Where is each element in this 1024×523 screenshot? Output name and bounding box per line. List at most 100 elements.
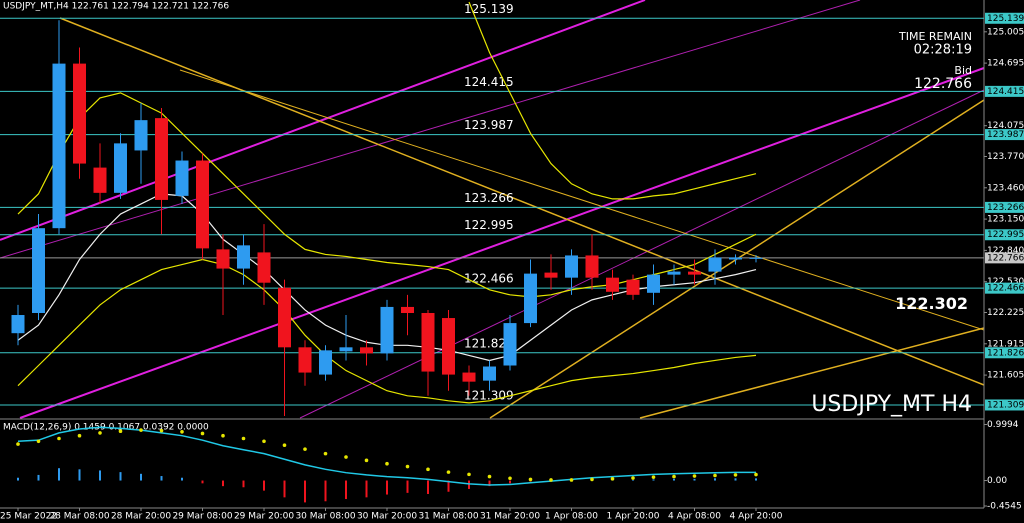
level-price-box	[985, 201, 1024, 213]
candle-body	[237, 245, 250, 269]
signal-dot	[118, 429, 123, 434]
level-price-box	[985, 399, 1024, 411]
x-tick-label: 1 Apr 20:00	[607, 512, 660, 522]
histogram-bar	[181, 477, 183, 481]
candle-body	[442, 318, 455, 375]
signal-dot	[610, 477, 615, 481]
signal-dot	[733, 473, 738, 477]
y-tick-label: -0.4545	[987, 502, 1022, 512]
signal-dot	[159, 428, 164, 433]
histogram-bar	[160, 476, 163, 481]
x-tick-label: 4 Apr 20:00	[730, 512, 783, 522]
y-tick-label: 0.9994	[987, 420, 1019, 430]
signal-dot	[241, 436, 246, 441]
candle-body	[175, 160, 189, 196]
signal-dot	[528, 477, 533, 482]
y-tick-label: 122.225	[987, 308, 1024, 318]
histogram-bar	[283, 480, 286, 498]
x-tick-label: 4 Apr 08:00	[668, 512, 721, 522]
watermark: USDJPY_MT H4	[811, 392, 972, 417]
candle-body	[483, 366, 496, 381]
candle-body	[11, 315, 25, 334]
histogram-bar	[427, 480, 429, 494]
candle-body	[380, 306, 394, 354]
candle-body	[155, 118, 168, 200]
y-tick-label: 125.005	[987, 27, 1024, 37]
bid-price-box	[985, 252, 1024, 264]
signal-dot	[200, 431, 205, 436]
x-tick-label: 30 Mar 08:00	[295, 512, 355, 522]
level-price-label: 124.415	[987, 87, 1024, 97]
histogram-bar	[222, 480, 224, 487]
histogram-bar	[714, 478, 716, 481]
indicator-line	[17, 258, 757, 404]
signal-dot	[323, 451, 328, 456]
signal-dot	[364, 458, 369, 463]
level-label: 124.415	[464, 75, 514, 89]
histogram-bar	[324, 480, 327, 502]
histogram-bar	[447, 480, 450, 492]
x-tick-label: 31 Mar 20:00	[480, 512, 540, 522]
signal-dot	[282, 443, 287, 448]
candle-body	[708, 257, 722, 272]
y-tick-label: 124.695	[987, 59, 1024, 69]
level-price-label: 122.466	[987, 284, 1024, 294]
level-price-box	[985, 12, 1024, 24]
signal-dot	[221, 433, 225, 438]
y-tick-label: 0.00	[987, 476, 1007, 486]
histogram-bar	[488, 480, 491, 487]
y-tick-label: 121.605	[987, 371, 1024, 381]
candle-body	[278, 287, 291, 348]
signal-dot	[36, 439, 41, 444]
histogram-bar	[693, 478, 696, 481]
bid-price-label: 122.766	[987, 253, 1024, 263]
trend-line	[639, 327, 985, 419]
signal-dot	[672, 474, 676, 479]
signal-dot	[98, 431, 102, 435]
signal-dot	[344, 455, 348, 459]
histogram-bar	[37, 474, 40, 481]
candle-body	[93, 167, 107, 193]
candle-body	[729, 257, 742, 260]
candle-body	[565, 255, 578, 278]
trend-line	[179, 69, 985, 331]
candle-body	[216, 249, 230, 269]
histogram-bar	[119, 472, 122, 481]
x-tick-label: 28 Mar 20:00	[111, 512, 171, 522]
y-tick-label: 121.915	[987, 339, 1024, 349]
histogram-bar	[140, 473, 142, 481]
histogram-bar	[58, 468, 60, 481]
level-label: 122.466	[464, 272, 514, 286]
candle-body	[32, 228, 45, 313]
candle-body	[749, 257, 763, 259]
candle-body	[360, 347, 373, 354]
level-price-label: 123.987	[987, 130, 1024, 140]
y-tick-label: 124.075	[987, 121, 1024, 131]
candle-body	[647, 274, 660, 293]
histogram-bar	[468, 480, 470, 489]
x-tick-label: 1 Apr 08:00	[545, 512, 598, 522]
candle-body	[544, 272, 558, 278]
trend-line	[0, 0, 861, 259]
level-price-label: 123.266	[987, 203, 1024, 213]
trend-line	[19, 67, 985, 419]
histogram-bar	[406, 480, 409, 493]
histogram-bar	[365, 480, 368, 498]
level-price-label: 122.995	[987, 230, 1024, 240]
candle-body	[462, 372, 476, 382]
candle-body	[298, 347, 312, 373]
trend-lines	[0, 0, 985, 419]
histogram-bar	[78, 469, 81, 481]
level-label: 122.995	[464, 218, 514, 232]
trend-line	[0, 0, 646, 241]
signal-dot	[139, 428, 143, 432]
signal-dot	[590, 477, 594, 482]
bid-value: 122.766	[914, 76, 972, 92]
indicator-line	[468, 1, 757, 200]
candle-body	[503, 323, 517, 366]
candle-body	[196, 160, 209, 249]
y-tick-label: 122.530	[987, 277, 1024, 287]
signal-dot	[57, 436, 61, 441]
